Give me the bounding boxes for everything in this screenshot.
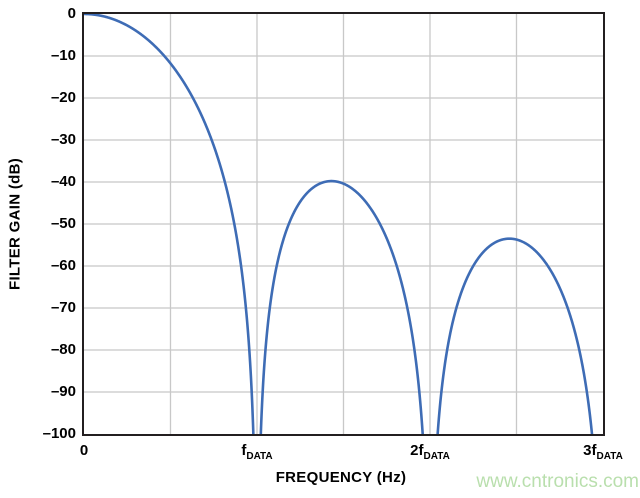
- x-tick-label: fDATA: [241, 442, 273, 462]
- y-tick-label: –60: [50, 257, 76, 274]
- x-tick-label: 2fDATA: [410, 442, 450, 462]
- y-tick-label: –80: [50, 341, 76, 358]
- watermark: www.cntronics.com: [476, 471, 639, 492]
- plot-canvas: [83, 13, 603, 434]
- y-tick-label: –100: [42, 425, 76, 442]
- gridlines: [83, 13, 603, 434]
- y-tick-label: –90: [50, 383, 76, 400]
- y-tick-label: –20: [50, 89, 76, 106]
- response-curve: [83, 13, 593, 434]
- x-axis-title: FREQUENCY (Hz): [275, 469, 407, 486]
- x-tick-label: 0: [79, 442, 89, 459]
- y-tick-label: –30: [50, 131, 76, 148]
- y-tick-label: –70: [50, 299, 76, 316]
- y-tick-label: 0: [67, 5, 76, 22]
- y-axis-title: FILTER GAIN (dB): [6, 158, 24, 290]
- plot-area: [81, 11, 605, 436]
- y-tick-label: –40: [50, 173, 76, 190]
- x-tick-label: 3fDATA: [583, 442, 623, 462]
- y-tick-label: –50: [50, 215, 76, 232]
- y-tick-label: –10: [50, 47, 76, 64]
